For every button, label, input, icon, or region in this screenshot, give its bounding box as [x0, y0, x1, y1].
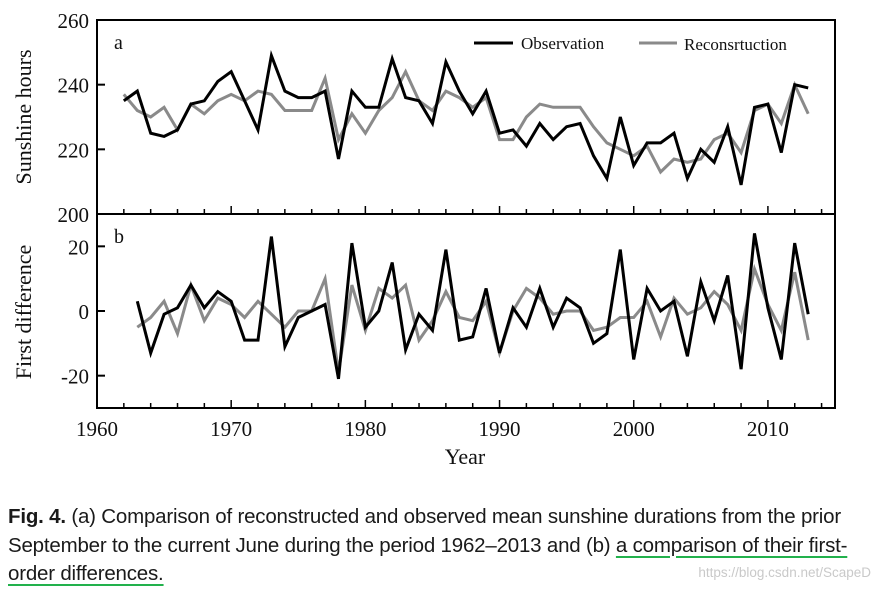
panel-a-y-axis-title: Sunshine hours: [11, 49, 36, 184]
figure-caption: Fig. 4. (a) Comparison of reconstructed …: [8, 503, 868, 589]
panel-a: a Sunshine hours Observation Reconsrtuct…: [11, 9, 836, 227]
panel-b-y-axis-title: First difference: [11, 245, 36, 380]
watermark: https://blog.csdn.net/ScapeD: [698, 565, 871, 580]
x-tick-label: 1990: [479, 417, 521, 441]
legend-observation-label: Observation: [521, 34, 605, 53]
x-tick-label: 1960: [76, 417, 118, 441]
panel-a-y-tick-label: 260: [58, 9, 90, 33]
x-axis-title: Year: [445, 444, 486, 469]
caption-highlighted-text: a comparison of their first-order differ…: [8, 533, 848, 586]
panel-a-y-tick-label: 200: [58, 203, 90, 227]
panel-a-y-tick-label: 220: [58, 138, 90, 162]
figure-4-chart: a Sunshine hours Observation Reconsrtuct…: [11, 9, 836, 469]
x-tick-label: 2000: [613, 417, 655, 441]
legend-reconstruction-label: Reconsrtuction: [684, 35, 787, 54]
caption-text: (a) Comparison of reconstructed and obse…: [8, 505, 841, 557]
x-tick-label: 1980: [344, 417, 386, 441]
panel-a-series-observation-line: [122, 50, 809, 186]
panel-b-frame: [96, 213, 836, 409]
panel-a-label: a: [114, 32, 123, 54]
panel-b-series-observation-line: [135, 233, 810, 380]
caption-figure-label: Fig. 4.: [8, 505, 66, 528]
panel-a-y-tick-label: 240: [58, 74, 90, 98]
panel-b: b First difference Year -20 0 20 1960 1970 19…: [11, 213, 836, 469]
panel-a-legend: Observation Reconsrtuction: [474, 34, 787, 54]
x-tick-label: 2010: [747, 417, 789, 441]
panel-b-y-tick-label: 20: [68, 235, 89, 259]
panel-a-series-reconstruction-line: [122, 68, 810, 175]
panel-b-y-tick-label: -20: [61, 365, 89, 389]
x-tick-label: 1970: [210, 417, 252, 441]
panel-b-label: b: [114, 226, 124, 248]
panel-b-y-tick-label: 0: [79, 300, 90, 324]
